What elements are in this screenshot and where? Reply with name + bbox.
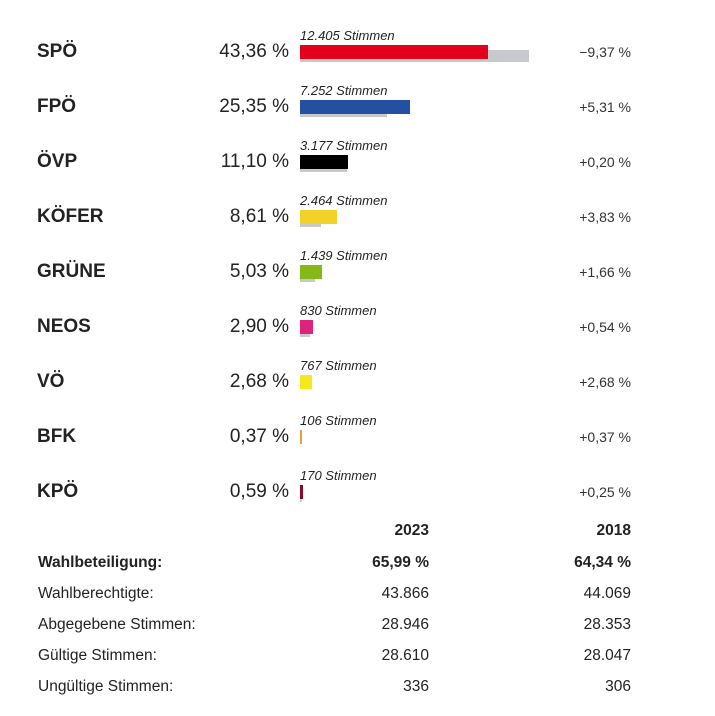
bar-current xyxy=(300,265,322,279)
party-row: BFK 0,37 % 106 Stimmen +0,37 % xyxy=(0,412,715,467)
party-row: GRÜNE 5,03 % 1.439 Stimmen +1,66 % xyxy=(0,247,715,302)
change-label: +0,25 % xyxy=(579,484,631,500)
votes-label: 3.177 Stimmen xyxy=(300,138,388,153)
value-2023: 65,99 % xyxy=(372,554,429,571)
value-2023: 28.610 xyxy=(381,647,429,664)
value-2023: 336 xyxy=(403,678,429,695)
percent-label: 0,59 % xyxy=(229,481,289,502)
party-row: VÖ 2,68 % 767 Stimmen +2,68 % xyxy=(0,357,715,412)
party-name: KÖFER xyxy=(37,206,104,227)
party-row: SPÖ 43,36 % 12.405 Stimmen −9,37 % xyxy=(0,27,715,82)
percent-label: 43,36 % xyxy=(219,41,289,62)
value-2023: 43.866 xyxy=(381,585,429,602)
value-2018: 64,34 % xyxy=(574,554,631,571)
bar-current xyxy=(300,320,313,334)
turnout-row: Abgegebene Stimmen: 28.946 28.353 xyxy=(0,616,715,644)
percent-label: 5,03 % xyxy=(229,261,289,282)
party-row: ÖVP 11,10 % 3.177 Stimmen +0,20 % xyxy=(0,137,715,192)
votes-label: 12.405 Stimmen xyxy=(300,28,395,43)
bar-current xyxy=(300,430,302,444)
change-label: +5,31 % xyxy=(579,99,631,115)
turnout-row-label: Wahlbeteiligung: xyxy=(38,554,163,571)
party-name: VÖ xyxy=(37,371,65,392)
party-name: ÖVP xyxy=(37,151,78,172)
percent-label: 11,10 % xyxy=(220,151,289,172)
party-row: FPÖ 25,35 % 7.252 Stimmen +5,31 % xyxy=(0,82,715,137)
votes-label: 767 Stimmen xyxy=(300,358,377,373)
value-2018: 28.047 xyxy=(583,647,631,664)
party-row: NEOS 2,90 % 830 Stimmen +0,54 % xyxy=(0,302,715,357)
bar-current xyxy=(300,100,410,114)
value-2018: 306 xyxy=(605,678,631,695)
party-name: NEOS xyxy=(37,316,91,337)
percent-label: 0,37 % xyxy=(229,426,289,447)
change-label: −9,37 % xyxy=(579,44,631,60)
votes-label: 7.252 Stimmen xyxy=(300,83,388,98)
party-name: KPÖ xyxy=(37,481,79,502)
turnout-row-label: Ungültige Stimmen: xyxy=(38,678,174,695)
turnout-row: Wahlbeteiligung: 65,99 % 64,34 % xyxy=(0,554,715,582)
year-2023-header: 2023 xyxy=(394,522,429,539)
turnout-row: Wahlberechtigte: 43.866 44.069 xyxy=(0,585,715,613)
bar-current xyxy=(300,485,303,499)
change-label: +0,20 % xyxy=(579,154,631,170)
value-2023: 28.946 xyxy=(381,616,429,633)
change-label: +2,68 % xyxy=(579,374,631,390)
percent-label: 25,35 % xyxy=(219,96,289,117)
value-2018: 44.069 xyxy=(583,585,631,602)
bar-current xyxy=(300,45,488,59)
party-name: BFK xyxy=(37,426,77,447)
party-name: SPÖ xyxy=(37,41,78,62)
turnout-row: Gültige Stimmen: 28.610 28.047 xyxy=(0,647,715,675)
party-row: KÖFER 8,61 % 2.464 Stimmen +3,83 % xyxy=(0,192,715,247)
year-2018-header: 2018 xyxy=(596,522,631,539)
bar-current xyxy=(300,210,338,224)
value-2018: 28.353 xyxy=(583,616,631,633)
change-label: +0,54 % xyxy=(579,319,631,335)
turnout-row: Ungültige Stimmen: 336 306 xyxy=(0,678,715,706)
votes-label: 106 Stimmen xyxy=(300,413,377,428)
party-name: GRÜNE xyxy=(37,261,106,282)
turnout-row-label: Wahlberechtigte: xyxy=(38,585,154,602)
percent-label: 8,61 % xyxy=(229,206,289,227)
change-label: +1,66 % xyxy=(579,264,631,280)
bar-current xyxy=(300,375,312,389)
turnout-row-label: Gültige Stimmen: xyxy=(38,647,157,664)
party-row: KPÖ 0,59 % 170 Stimmen +0,25 % xyxy=(0,467,715,522)
change-label: +0,37 % xyxy=(579,429,631,445)
percent-label: 2,90 % xyxy=(229,316,289,337)
turnout-header-row: 2023 2018 xyxy=(0,522,715,550)
votes-label: 1.439 Stimmen xyxy=(300,248,388,263)
party-name: FPÖ xyxy=(37,96,77,117)
bar-current xyxy=(300,155,349,169)
votes-label: 830 Stimmen xyxy=(300,303,377,318)
percent-label: 2,68 % xyxy=(229,371,289,392)
votes-label: 2.464 Stimmen xyxy=(300,193,388,208)
turnout-row-label: Abgegebene Stimmen: xyxy=(38,616,196,633)
change-label: +3,83 % xyxy=(579,209,631,225)
votes-label: 170 Stimmen xyxy=(300,468,377,483)
